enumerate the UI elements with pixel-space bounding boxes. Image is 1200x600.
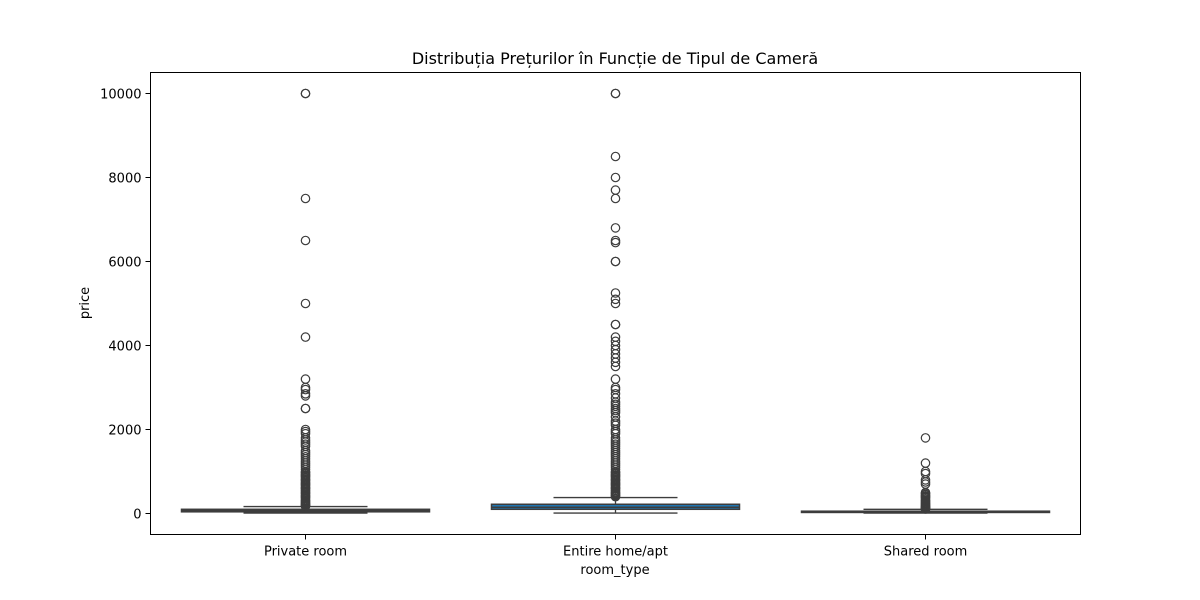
y-tick-label: 0 [133, 508, 141, 523]
x-axis-label: room_type [580, 563, 649, 578]
box-group [800, 433, 1051, 514]
chart-title: Distribuția Prețurilor în Funcție de Tip… [412, 49, 818, 68]
outlier-point [300, 88, 311, 99]
outlier-point [610, 185, 621, 195]
outlier-point [610, 193, 621, 204]
x-tick-label: Shared room [884, 545, 968, 560]
x-axis: Private room Entire home/apt Shared room [264, 534, 968, 560]
outlier-point [610, 172, 621, 183]
outlier-point [920, 504, 931, 514]
outlier-point [300, 403, 311, 414]
outlier-point [920, 458, 931, 468]
outlier-point [610, 288, 621, 298]
y-tick-label: 2000 [108, 424, 141, 439]
outlier-point [300, 332, 311, 342]
outlier-point [300, 391, 311, 401]
data-marks [180, 88, 1051, 514]
outlier-point [300, 298, 311, 309]
y-axis-label: price [78, 287, 93, 319]
y-tick-label: 4000 [108, 340, 141, 355]
outlier-point [610, 374, 621, 384]
x-tick-label: Entire home/apt [563, 545, 668, 560]
outlier-point [610, 256, 621, 267]
y-tick-label: 8000 [108, 172, 141, 187]
outlier-point [610, 151, 621, 162]
outlier-point [920, 433, 931, 443]
x-tick-label: Private room [264, 545, 347, 560]
outlier-point [610, 294, 621, 305]
outlier-point [610, 361, 621, 372]
outlier-point [610, 319, 621, 330]
y-axis: 0 2000 4000 6000 8000 10000 [100, 88, 151, 523]
y-tick-label: 6000 [108, 256, 141, 271]
outlier-point [610, 88, 621, 99]
outlier-point [300, 501, 311, 511]
outlier-point [610, 357, 621, 368]
outlier-point [300, 235, 311, 246]
outlier-point [610, 298, 621, 309]
outlier-point [300, 384, 311, 395]
y-tick-label: 10000 [100, 88, 141, 103]
outlier-point [300, 374, 311, 384]
outlier-point [610, 223, 621, 233]
outlier-point [610, 237, 621, 248]
box-group [180, 88, 431, 514]
outlier-point [300, 193, 311, 204]
box-group [490, 88, 741, 514]
outlier-point [610, 491, 621, 502]
